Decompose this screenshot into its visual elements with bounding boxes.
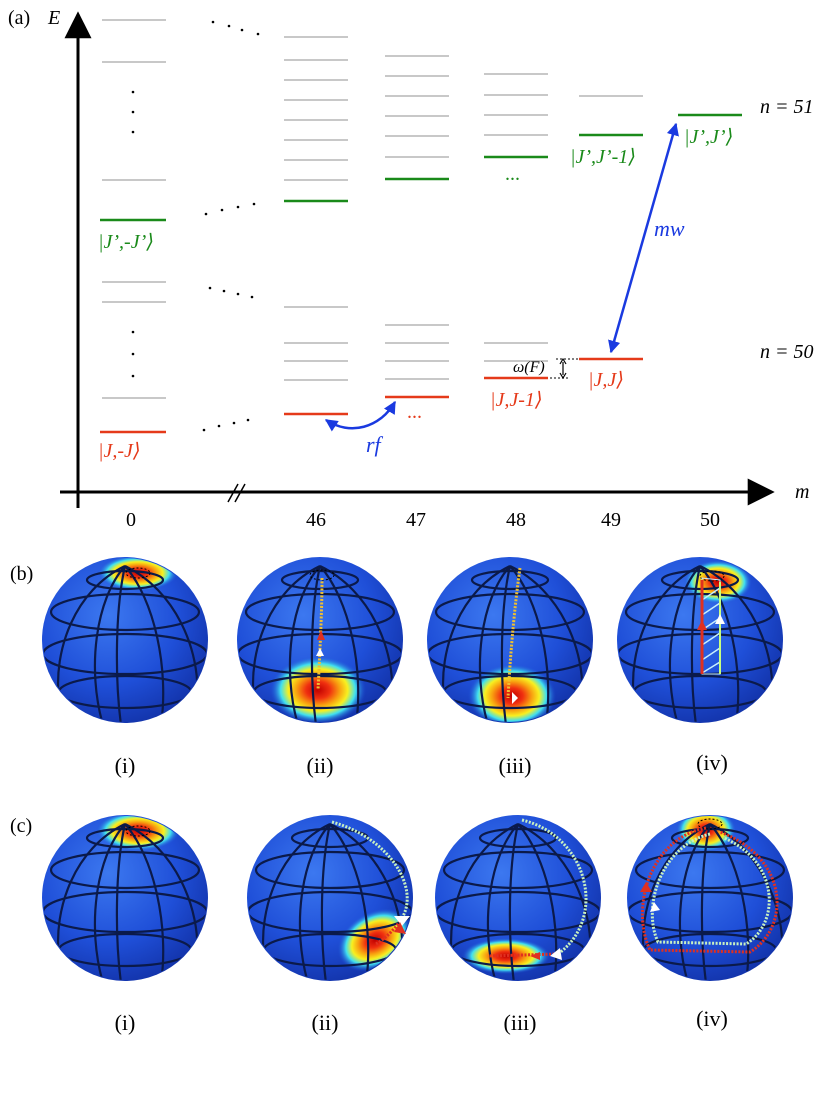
lower-manifold-levels [100,357,643,434]
panel-a-label: (a) [8,7,30,29]
panel-b-label: (b) [10,563,33,585]
tick-label-m48: 48 [506,509,526,531]
n-lower-label: n = 50 [760,341,814,363]
state-label-upper-50: |J’,J’⟩ [684,126,733,148]
mw-transition-arrow [608,122,679,354]
rf-transition-arrow [324,400,397,432]
m-axis-label: m [795,481,809,503]
state-label-lower-left: |J,-J⟩ [98,440,141,462]
sub-label-c-i: (i) [115,1010,136,1035]
axis-break-mark [234,483,246,503]
grey-levels [102,19,643,399]
upper-manifold-levels [100,113,742,222]
vertical-ellipsis [131,90,135,378]
axis-break-mark [227,483,239,503]
omega-label: ω(F) [513,359,545,376]
sphere-b-iv [617,557,783,723]
ellipsis-lower: ... [407,401,422,423]
panel-c-label: (c) [10,815,32,837]
sphere-b-ii [237,557,403,723]
diagonal-ellipsis [202,20,260,432]
rf-label: rf [366,432,384,457]
sub-label-b-ii: (ii) [307,753,334,778]
tick-label-m0: 0 [126,509,136,531]
state-label-lower-48: |J,J-1⟩ [490,389,543,411]
state-label-upper-left: |J’,-J’⟩ [98,231,154,253]
sphere-c-iv [627,815,793,981]
sphere-b-i [42,557,208,723]
sub-label-c-ii: (ii) [312,1010,339,1035]
omega-bracket-heads [559,357,567,380]
sub-label-b-iii: (iii) [499,753,532,778]
energy-axis-label: E [47,7,60,29]
panel-a: (a) E m 0 46 47 48 49 50 [8,7,814,531]
tick-label-m46: 46 [306,509,326,531]
tick-label-m49: 49 [601,509,621,531]
tick-label-m47: 47 [406,509,426,531]
state-label-upper-49: |J’,J’-1⟩ [570,146,636,168]
sub-label-c-iii: (iii) [504,1010,537,1035]
sphere-c-ii [247,815,413,981]
sub-label-b-iv: (iv) [696,750,728,775]
n-upper-label: n = 51 [760,96,814,118]
ellipsis-upper: ... [505,163,520,185]
sphere-c-iii [435,815,601,981]
mw-label: mw [654,216,685,241]
state-label-lower-49: |J,J⟩ [588,369,624,391]
tick-label-m50: 50 [700,509,720,531]
sphere-b-iii [427,557,593,723]
sub-label-c-iv: (iv) [696,1006,728,1031]
sphere-c-i [42,815,208,981]
sub-label-b-i: (i) [115,753,136,778]
